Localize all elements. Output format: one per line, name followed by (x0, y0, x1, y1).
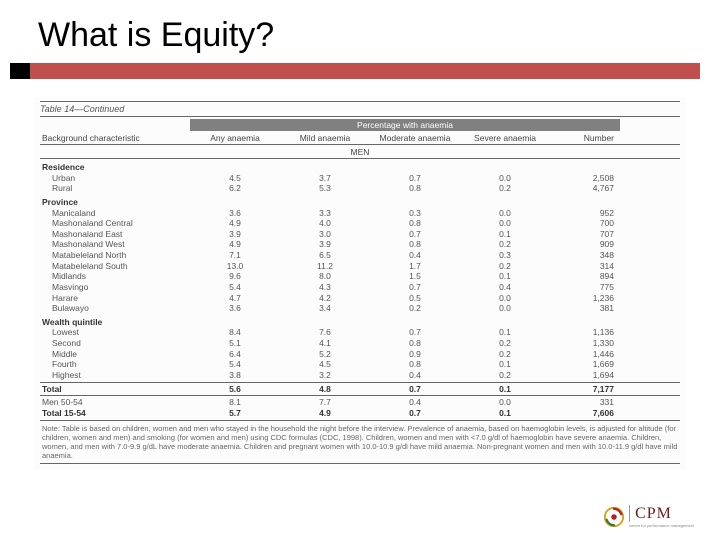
table-row: Lowest8.47.60.70.11,136 (40, 327, 680, 338)
col-header: Number (550, 133, 620, 143)
table-row: Second5.14.10.80.21,330 (40, 338, 680, 349)
table-row: Mashonaland West4.93.90.80.2909 (40, 239, 680, 250)
table-row: Highest3.83.20.40.21,694 (40, 370, 680, 381)
table-row: Bulawayo3.63.40.20.0381 (40, 303, 680, 314)
col-header: Severe anaemia (460, 133, 550, 143)
spanning-header: Percentage with anaemia (190, 119, 620, 131)
table-note: Note: Table is based on children, women … (40, 420, 680, 464)
section-label: MEN (40, 145, 680, 159)
table-row: Middle6.45.20.90.21,446 (40, 349, 680, 360)
table-row: Fourth5.44.50.80.11,669 (40, 359, 680, 370)
table-row: Matabeleland North7.16.50.40.3348 (40, 250, 680, 261)
group-heading: Wealth quintile (40, 314, 680, 328)
table-wrapper: Table 14—Continued Percentage with anaem… (0, 79, 720, 470)
logo-subtext: centre for performance management (629, 523, 694, 528)
table-body: ResidenceUrban4.53.70.70.02,508Rural6.25… (40, 159, 680, 418)
table-header: Percentage with anaemia Background chara… (40, 119, 680, 145)
table-row: Rural6.25.30.80.24,767 (40, 183, 680, 194)
col-header: Moderate anaemia (370, 133, 460, 143)
table-row: Mashonaland Central4.94.00.80.0700 (40, 218, 680, 229)
table-caption: Table 14—Continued (40, 101, 680, 117)
table-row: Matabeleland South13.011.21.70.2314 (40, 261, 680, 272)
group-heading: Province (40, 194, 680, 208)
logo-text: CPM (629, 505, 672, 522)
table-row: Mashonaland East3.93.00.70.1707 (40, 229, 680, 240)
table-row: Harare4.74.20.50.01,236 (40, 293, 680, 304)
table-row: Masvingo5.44.30.70.4775 (40, 282, 680, 293)
group-heading: Residence (40, 159, 680, 173)
data-table: Table 14—Continued Percentage with anaem… (34, 97, 686, 470)
col-header: Background characteristic (40, 133, 190, 143)
table-row: Total 15-545.74.90.70.17,606 (40, 408, 680, 419)
accent-bar (10, 63, 700, 79)
table-row: Manicaland3.63.30.30.0952 (40, 208, 680, 219)
col-header: Mild anaemia (280, 133, 370, 143)
cpm-logo: CPM centre for performance management (603, 505, 694, 528)
table-row: Urban4.53.70.70.02,508 (40, 173, 680, 184)
table-row: Men 50-548.17.70.40.0331 (40, 395, 680, 408)
table-row: Midlands9.68.01.50.1894 (40, 271, 680, 282)
logo-swirl-icon (603, 506, 625, 528)
col-header: Any anaemia (190, 133, 280, 143)
page-title: What is Equity? (0, 0, 720, 63)
table-row: Total5.64.80.70.17,177 (40, 382, 680, 395)
